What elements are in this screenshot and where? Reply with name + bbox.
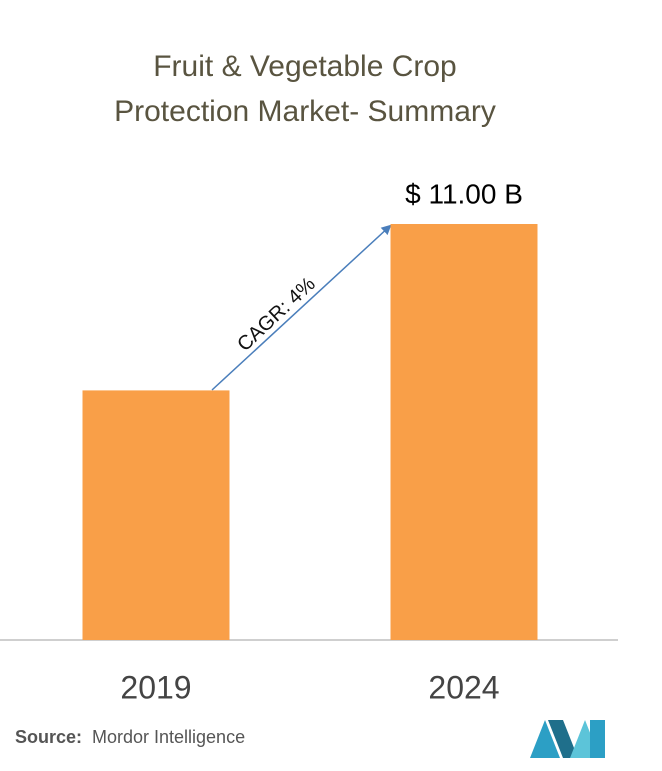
value-label: $ 11.00 B: [405, 178, 523, 209]
x-tick-label: 2024: [428, 669, 499, 705]
source: Mordor Intelligence: [92, 727, 245, 747]
source-label: Source:: [15, 727, 82, 747]
chart-title: Protection Market- Summary: [114, 95, 496, 128]
cagr-annotation: CAGR: 4%: [233, 273, 320, 356]
logo: [530, 720, 605, 758]
chart-title: Fruit & Vegetable Crop: [153, 50, 457, 83]
cagr-arrow: [211, 224, 392, 391]
x-tick-label: 2019: [120, 669, 191, 705]
bar: [82, 390, 230, 640]
bar: [390, 224, 538, 640]
